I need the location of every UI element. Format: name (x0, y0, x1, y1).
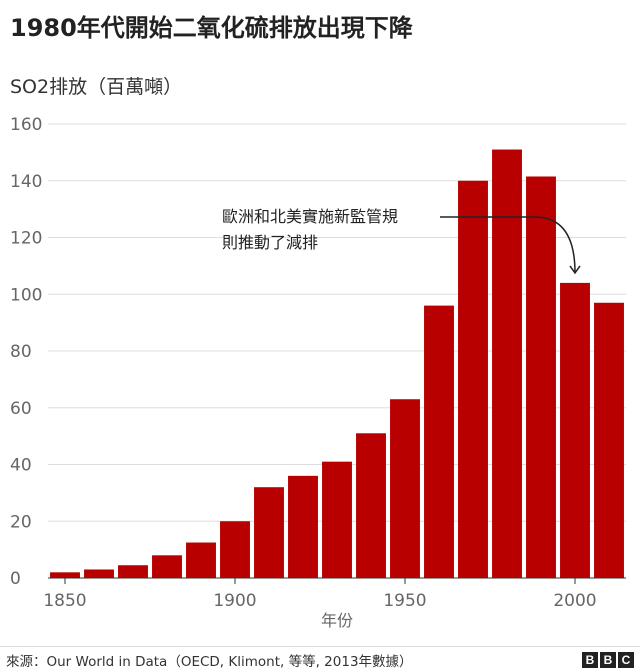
y-tick-labels: 0 20 40 60 80 100 120 140 160 (10, 115, 42, 589)
y-tick-label: 100 (10, 285, 42, 305)
bar-1920 (288, 475, 318, 578)
bar-1970 (458, 180, 488, 578)
bar-1900 (220, 521, 250, 578)
annotation: 歐洲和北美實施新監管規 則推動了減排 (222, 207, 581, 275)
x-axis-title: 年份 (321, 611, 353, 630)
x-tick-label: 1900 (213, 591, 256, 611)
bar-2000 (560, 282, 590, 578)
y-tick-label: 0 (10, 569, 21, 589)
bar-1880 (152, 555, 182, 578)
bar-1890 (186, 542, 216, 578)
bar-1860 (84, 569, 114, 578)
annotation-text-line-1: 歐洲和北美實施新監管規 (222, 207, 398, 226)
bbc-logo-block-3: C (618, 652, 634, 668)
annotation-arrowhead (569, 265, 581, 275)
bar-2010 (594, 302, 624, 578)
bbc-logo-block-1: B (582, 652, 598, 668)
y-axis-title: SO2排放（百萬噸） (10, 76, 183, 98)
y-tick-label: 120 (10, 229, 42, 249)
source-note: 來源：Our World in Data（OECD, Klimont, 等等, … (6, 654, 413, 670)
chart-area: 0 20 40 60 80 100 120 140 160 1850 1900 1950 2000 年… (10, 115, 626, 630)
bar-1850 (50, 572, 80, 578)
bar-1980 (492, 149, 522, 578)
y-tick-label: 140 (10, 172, 42, 192)
y-tick-label: 40 (10, 456, 32, 476)
x-tick-label: 1850 (43, 591, 86, 611)
bar-1950 (390, 399, 420, 578)
x-tick-labels: 1850 1900 1950 2000 (43, 578, 597, 611)
y-tick-label: 160 (10, 115, 42, 135)
annotation-arrow (440, 216, 576, 273)
bar-1870 (118, 565, 148, 578)
y-tick-label: 80 (10, 342, 32, 362)
bars (50, 149, 624, 578)
bbc-logo: B B C (582, 652, 634, 668)
x-tick-label: 2000 (553, 591, 596, 611)
y-tick-label: 20 (10, 512, 32, 532)
bar-1990 (526, 176, 556, 578)
chart-title: 1980年代開始二氧化硫排放出現下降 (10, 14, 413, 42)
bar-1940 (356, 433, 386, 578)
x-tick-label: 1950 (383, 591, 426, 611)
y-tick-label: 60 (10, 399, 32, 419)
bar-1930 (322, 461, 352, 578)
annotation-text-line-2: 則推動了減排 (222, 233, 318, 252)
bbc-logo-block-2: B (600, 652, 616, 668)
footer-divider (0, 646, 640, 647)
bar-1910 (254, 487, 284, 578)
bar-1960 (424, 305, 454, 578)
